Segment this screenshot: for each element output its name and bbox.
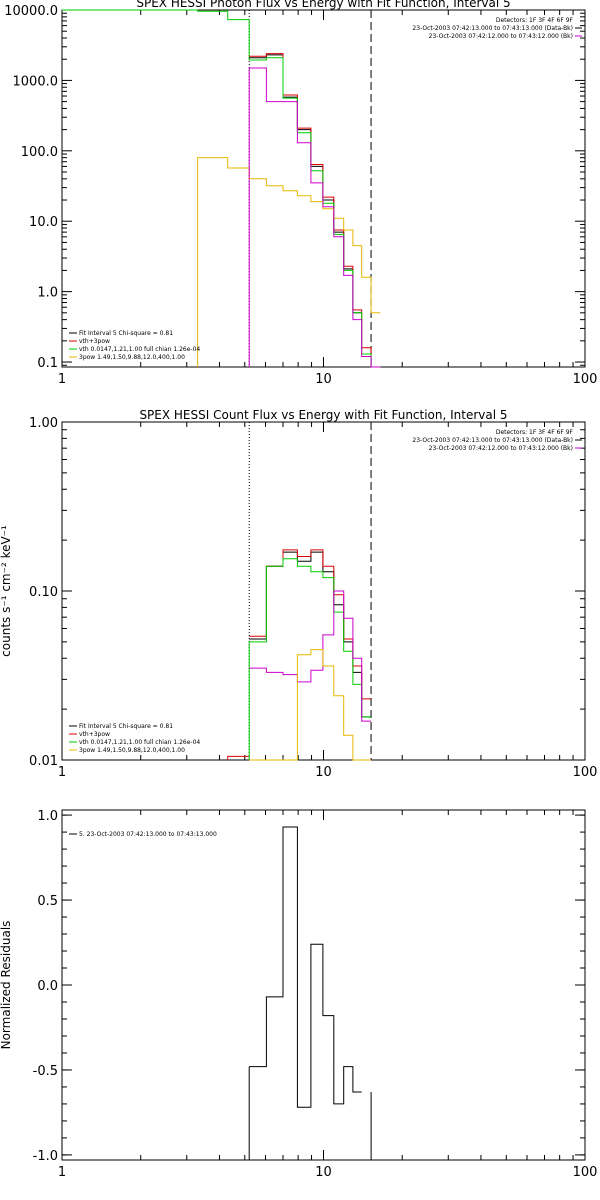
step-segment [197, 157, 250, 367]
series-line [249, 590, 372, 722]
y-axis-label: counts s⁻¹ cm⁻² keV⁻¹ [0, 525, 13, 657]
legend-line: 3pow 1.49,1.50,9.88,12.0,400,1.00 [79, 747, 185, 754]
y-axis-label: Normalized Residuals [0, 921, 13, 1050]
legend-line: 3pow 1.49,1.50,9.88,12.0,400,1.00 [79, 354, 185, 361]
x-tick-label: 100 [573, 765, 598, 780]
y-tick-label: -0.5 [33, 1064, 58, 1079]
y-tick-label: 1000.0 [13, 74, 59, 89]
y-tick-label: 0.1 [37, 356, 58, 371]
legend-line: Fit Interval 5 Chi-square = 0.81 [79, 723, 173, 730]
info-line: 23-Oct-2003 07:42:13.000 to 07:43:13.000… [412, 437, 573, 444]
info-line: Detectors: 1F 3F 4F 6F 9F [496, 17, 574, 24]
x-tick-label: 1 [58, 765, 66, 780]
plot-frame [61, 421, 586, 761]
x-tick-label: 10 [315, 765, 332, 780]
y-tick-label: 100.0 [21, 145, 58, 160]
info-line: 23-Oct-2003 07:42:13.000 to 07:43:13.000… [412, 25, 573, 32]
plot-frame [61, 9, 586, 368]
x-tick-label: 1 [58, 1165, 66, 1180]
series-line [249, 649, 372, 761]
y-tick-label: 1.0 [37, 809, 58, 824]
legend-line: Fit Interval 5 Chi-square = 0.81 [79, 330, 173, 337]
y-tick-label: -1.0 [33, 1149, 58, 1164]
x-tick-label: 10 [315, 372, 332, 387]
y-tick-label: 10.0 [29, 215, 58, 230]
y-tick-label: 0.5 [37, 894, 58, 909]
x-tick-label: 1 [58, 372, 66, 387]
x-tick-label: 100 [573, 1165, 598, 1180]
series-line [249, 67, 381, 368]
y-tick-label: 10000.0 [4, 4, 58, 19]
info-line: 23-Oct-2003 07:42:12.000 to 07:43:12.000… [429, 445, 573, 452]
x-tick-label: 100 [573, 372, 598, 387]
legend-line: vth+3pow [79, 731, 110, 738]
series-line [249, 558, 372, 718]
x-tick-label: 10 [315, 1165, 332, 1180]
legend-line: vth 0.0147,1.21,1.00 full chian 1.26e-04 [79, 739, 200, 746]
series-line [249, 54, 362, 314]
plot-frame [61, 809, 586, 1161]
info-line: 23-Oct-2003 07:42:12.000 to 07:43:12.000… [429, 33, 573, 40]
info-line: Detectors: 1F 3F 4F 6F 9F [496, 429, 574, 436]
legend-line: vth 0.0147,1.21,1.00 full chian 1.26e-04 [79, 346, 200, 353]
chart-title: SPEX HESSI Count Flux vs Energy with Fit… [139, 408, 507, 422]
y-tick-label: 1.0 [37, 286, 58, 301]
y-tick-label: 0.01 [29, 754, 58, 769]
series-line [249, 826, 362, 1108]
legend-line: vth+3pow [79, 338, 110, 345]
legend-line: 5. 23-Oct-2003 07:42:13.000 to 07:43:13.… [79, 831, 217, 838]
chart-title: SPEX HESSI Photon Flux vs Energy with Fi… [136, 0, 510, 10]
y-tick-label: 0.10 [29, 585, 58, 600]
y-tick-label: 0.0 [37, 979, 58, 994]
series-line [249, 178, 381, 314]
series-line [249, 57, 381, 368]
step-segment [227, 755, 250, 760]
step-segment [62, 9, 250, 60]
y-tick-label: 1.00 [29, 416, 58, 431]
